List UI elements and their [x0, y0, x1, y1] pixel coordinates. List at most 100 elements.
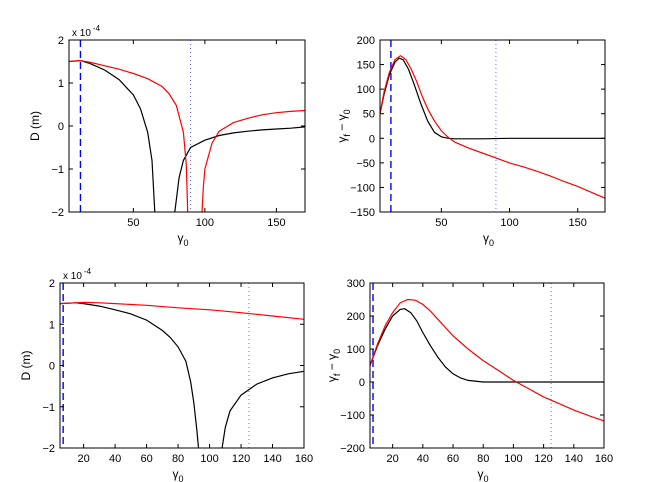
x-tick-label: 150 [569, 217, 587, 229]
multiplier-exponent: -4 [93, 24, 101, 33]
x-tick-label: 60 [447, 453, 459, 465]
y-tick-label: −1 [51, 164, 64, 176]
plot-area [380, 40, 605, 212]
y-tick-label: −2 [51, 207, 64, 219]
y-tick-label: −150 [350, 207, 375, 219]
y-tick-label: 2 [58, 35, 64, 47]
axes-frame [369, 282, 605, 449]
y-axis-label: D (m) [28, 111, 42, 141]
multiplier-exponent: -4 [84, 267, 92, 276]
red-curve [201, 109, 305, 212]
x-tick-label: 100 [500, 217, 518, 229]
x-tick-label: 140 [565, 453, 583, 465]
x-label-subscript: 0 [178, 474, 183, 482]
y-label-minus: − [325, 360, 339, 374]
y-tick-label: 0 [49, 361, 55, 373]
y-tick-label: 150 [357, 60, 375, 72]
y-tick-label: −50 [356, 158, 375, 170]
x-label-subscript: 0 [489, 238, 494, 248]
x-axis-label: γ0 [177, 231, 188, 248]
y-label-symbol-2: γ [325, 354, 339, 360]
x-tick-label: 100 [504, 453, 522, 465]
x-label-symbol: γ [477, 467, 483, 481]
y-label-symbol-1: γ [325, 376, 339, 382]
y-axis-label: γf − γ0 [335, 109, 352, 142]
y-tick-label: 200 [357, 35, 375, 47]
y-tick-label: 100 [357, 84, 375, 96]
y-tick-label: 100 [347, 344, 365, 356]
y-label-text: D (m) [28, 111, 42, 141]
y-label-text: D (m) [19, 351, 33, 381]
y-label-subscript-1: f [342, 134, 352, 137]
multiplier-base: x 10 [72, 28, 91, 39]
y-axis-label: D (m) [19, 351, 33, 381]
y-tick-label: 0 [369, 133, 375, 145]
x-tick-label: 100 [200, 453, 218, 465]
x-label-subscript: 0 [483, 474, 488, 482]
x-label-symbol: γ [483, 231, 489, 245]
y-label-subscript-1: f [332, 373, 342, 376]
plot-area [60, 283, 304, 448]
x-axis-label: γ0 [483, 231, 494, 248]
curves [380, 54, 605, 199]
curves [370, 298, 604, 422]
x-axis-label: γ0 [172, 467, 183, 482]
x-tick-label: 40 [109, 453, 121, 465]
y-tick-label: −200 [340, 443, 365, 455]
x-tick-label: 120 [534, 453, 552, 465]
y-label-subscript-2: 0 [342, 109, 352, 114]
y-tick-label: 0 [58, 121, 64, 133]
multiplier-base: x 10 [63, 271, 82, 282]
x-tick-label: 160 [595, 453, 613, 465]
x-tick-label: 150 [267, 217, 285, 229]
x-tick-label: 40 [417, 453, 429, 465]
black-curve [221, 370, 304, 448]
y-tick-label: 300 [347, 278, 365, 290]
x-tick-label: 50 [435, 217, 447, 229]
y-tick-label: −100 [350, 182, 375, 194]
black-curve [174, 126, 305, 212]
x-tick-label: 100 [196, 217, 214, 229]
y-label-subscript-2: 0 [332, 349, 342, 354]
x-tick-label: 120 [232, 453, 250, 465]
chart-panel-4: 20 40 60 80 100 120 140 160−200−1000100200300γ0… [325, 278, 613, 482]
y-label-minus: − [335, 120, 349, 134]
axes-frame [379, 39, 606, 213]
y-tick-label: −1 [42, 402, 55, 414]
red-curve [69, 59, 189, 212]
x-label-subscript: 0 [183, 238, 188, 248]
black-curve [69, 59, 156, 212]
x-tick-label: 80 [477, 453, 489, 465]
x-tick-label: 80 [172, 453, 184, 465]
curves [60, 301, 304, 448]
y-tick-label: 0 [359, 377, 365, 389]
y-axis-label: γf − γ0 [325, 349, 342, 382]
y-tick-label: 50 [363, 109, 375, 121]
red-curve [370, 298, 604, 422]
red-curve [380, 54, 605, 199]
black-curve [370, 308, 604, 383]
x-label-symbol: γ [177, 231, 183, 245]
black-curve [380, 57, 605, 140]
y-label-symbol-2: γ [335, 114, 349, 120]
x-tick-label: 20 [387, 453, 399, 465]
y-axis-multiplier: x 10 -4 [72, 24, 101, 39]
y-tick-label: 1 [49, 319, 55, 331]
y-tick-label: −2 [42, 443, 55, 455]
x-axis-label: γ0 [477, 467, 488, 482]
x-tick-label: 140 [263, 453, 281, 465]
y-tick-label: −100 [340, 410, 365, 422]
x-tick-label: 50 [127, 217, 139, 229]
x-tick-label: 160 [295, 453, 313, 465]
y-axis-multiplier: x 10 -4 [63, 267, 92, 282]
x-tick-label: 60 [140, 453, 152, 465]
y-tick-label: 200 [347, 311, 365, 323]
x-label-symbol: γ [172, 467, 178, 481]
x-tick-label: 20 [77, 453, 89, 465]
y-tick-label: 2 [49, 278, 55, 290]
plot-area [370, 283, 604, 448]
curves [69, 59, 305, 212]
